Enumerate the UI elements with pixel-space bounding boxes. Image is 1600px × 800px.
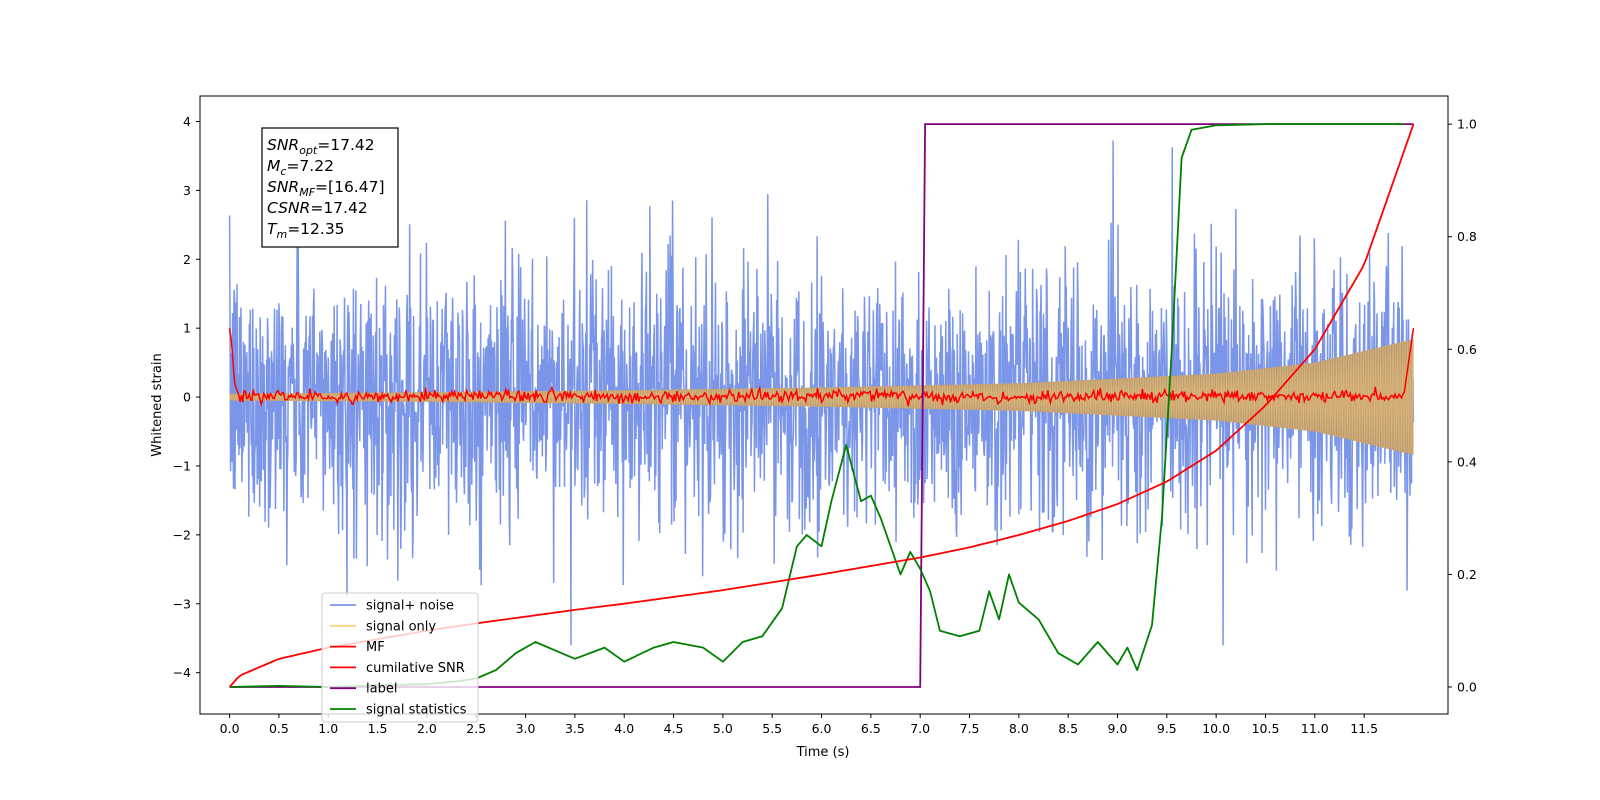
x-tick-label: 2.0 (417, 721, 437, 736)
x-axis-label: Time (s) (796, 745, 850, 760)
legend-entry: signal+ noise (366, 599, 454, 614)
annotation-symbol: T (267, 220, 278, 238)
mf-line (228, 328, 1415, 408)
annotation-line: Mc=7.22 (267, 157, 334, 178)
x-tick-label: 2.5 (466, 721, 486, 736)
annotation-subscript: c (280, 165, 286, 178)
legend-entry: label (366, 682, 397, 697)
legend-entry: signal only (366, 619, 436, 634)
annotation-line: Tm=12.35 (267, 220, 345, 241)
x-tick-label: 3.5 (565, 721, 585, 736)
y-left-tick-label: −3 (173, 596, 191, 611)
x-tick-label: 9.5 (1157, 721, 1177, 736)
legend-entry: MF (366, 640, 385, 655)
annotation-box: SNRopt=17.42Mc=7.22SNRMF=[16.47]CSNR=17.… (261, 127, 399, 248)
legend-entry: cumilative SNR (366, 661, 465, 676)
x-tick-label: 8.5 (1058, 721, 1078, 736)
y-left-tick-label: 4 (183, 114, 191, 129)
x-tick-label: 6.0 (812, 721, 832, 736)
y-left-tick-label: −4 (173, 665, 191, 680)
annotation-subscript: opt (299, 144, 318, 157)
x-tick-label: 10.0 (1202, 721, 1230, 736)
signal-noise-line (228, 140, 1415, 646)
x-tick-label: 7.5 (960, 721, 980, 736)
label-line (229, 123, 1414, 688)
x-tick-label: 3.0 (516, 721, 536, 736)
x-tick-label: 1.5 (368, 721, 388, 736)
y-left-tick-label: 2 (183, 252, 191, 267)
legend: signal+ noise signal only MF cumilative SNR… (321, 592, 479, 723)
y-left-tick-label: 0 (183, 390, 191, 405)
x-tick-label: 11.5 (1350, 721, 1378, 736)
annotation-line: CSNR=17.42 (267, 199, 368, 217)
annotation-frame (261, 127, 399, 248)
x-tick-label: 10.5 (1252, 721, 1280, 736)
y-left-tick-label: −1 (173, 458, 191, 473)
x-tick-label: 4.0 (614, 721, 634, 736)
signal-statistics-line (229, 123, 1404, 688)
y-left-tick-label: 3 (183, 183, 191, 198)
signal-only-band (229, 339, 1414, 455)
y-left-tick-label: 1 (183, 321, 191, 336)
annotation-symbol: SNR (267, 136, 299, 154)
y-axis-label: Whitened strain (150, 353, 165, 456)
x-tick-label: 5.0 (713, 721, 733, 736)
x-tick-label: 6.5 (861, 721, 881, 736)
y-left-tick-label: −2 (173, 527, 191, 542)
y-right-tick-label: 0.0 (1457, 679, 1477, 694)
annotation-line: SNRopt=17.42 (267, 136, 375, 157)
annotation-value: =[16.47] (315, 178, 384, 196)
y-right-tick-label: 1.0 (1457, 117, 1477, 132)
y-right-tick-label: 0.2 (1457, 567, 1477, 582)
annotation-value: =17.42 (310, 199, 367, 217)
annotation-subscript: MF (299, 186, 315, 199)
legend-frame (321, 592, 479, 723)
annotation-line: SNRMF=[16.47] (267, 178, 385, 199)
x-tick-label: 11.0 (1301, 721, 1329, 736)
annotation-symbol: CSNR (267, 199, 310, 217)
annotation-symbol: M (267, 157, 280, 175)
annotation-symbol: SNR (267, 178, 299, 196)
x-tick-label: 0.0 (220, 721, 240, 736)
legend-entry: signal statistics (366, 703, 467, 718)
annotation-value: =17.42 (317, 136, 374, 154)
x-tick-label: 8.0 (1009, 721, 1029, 736)
x-tick-label: 1.0 (318, 721, 338, 736)
y-right-tick-label: 0.4 (1457, 454, 1477, 469)
x-tick-label: 5.5 (762, 721, 782, 736)
annotation-subscript: m (276, 228, 287, 241)
axes: 0.0 0.5 1.0 1.5 2.0 2.5 3.0 3.5 4.0 4.5 5.0 5.5 6.0 6… (173, 96, 1477, 736)
annotation-value: =12.35 (287, 220, 344, 238)
x-tick-label: 0.5 (269, 721, 289, 736)
x-tick-label: 9.0 (1108, 721, 1128, 736)
annotation-value: =7.22 (286, 157, 334, 175)
y-right-tick-label: 0.6 (1457, 342, 1477, 357)
x-tick-label: 7.0 (910, 721, 930, 736)
x-tick-label: 4.5 (664, 721, 684, 736)
y-right-tick-label: 0.8 (1457, 229, 1477, 244)
